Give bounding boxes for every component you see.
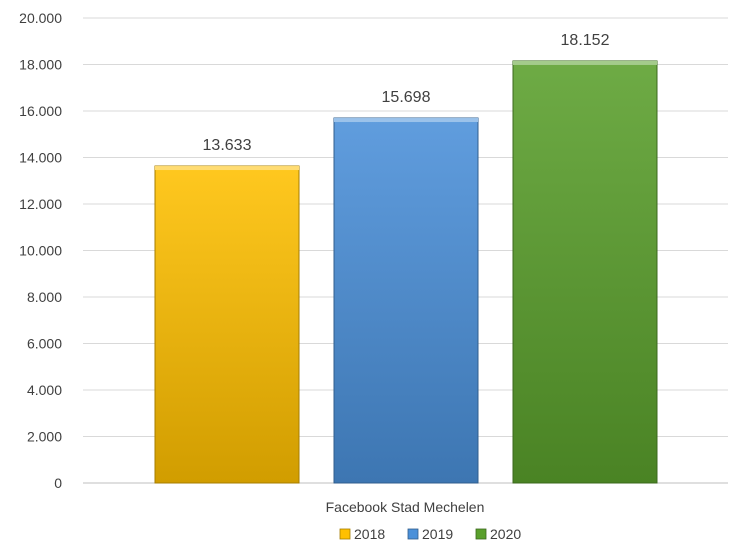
bar-2020-top-bevel [513,60,657,65]
y-tick-label: 4.000 [27,382,62,398]
y-tick-label: 10.000 [19,243,62,259]
legend-swatch-2020 [475,528,487,540]
y-tick-label: 0 [54,475,62,491]
data-label-2020: 18.152 [561,32,610,49]
legend-label-2019: 2019 [422,526,453,542]
bars [154,60,658,484]
legend-label-2020: 2020 [490,526,521,542]
y-tick-label: 20.000 [19,10,62,26]
data-label-2019: 15.698 [382,89,431,106]
bar-2019 [333,117,479,484]
legend-label-2018: 2018 [354,526,385,542]
y-tick-label: 2.000 [27,429,62,445]
y-axis-ticks: 0 2.000 4.000 6.000 8.000 10.000 12.000 14.000 1… [19,10,62,491]
legend-swatch-2018 [339,528,351,540]
legend: 2018 2019 2020 [339,526,521,542]
bar-2019-top-bevel [334,118,478,123]
y-tick-label: 6.000 [27,336,62,352]
bar-2020 [512,60,658,484]
bar-2018 [154,165,300,484]
x-category-label: Facebook Stad Mechelen [326,499,485,515]
y-tick-label: 16.000 [19,103,62,119]
y-tick-label: 8.000 [27,289,62,305]
data-labels: 13.633 15.698 18.152 [203,32,610,154]
y-tick-label: 18.000 [19,57,62,73]
data-label-2018: 13.633 [203,137,252,154]
bar-2018-top-bevel [155,166,299,171]
y-tick-label: 14.000 [19,150,62,166]
legend-swatch-2019 [407,528,419,540]
y-tick-label: 12.000 [19,196,62,212]
